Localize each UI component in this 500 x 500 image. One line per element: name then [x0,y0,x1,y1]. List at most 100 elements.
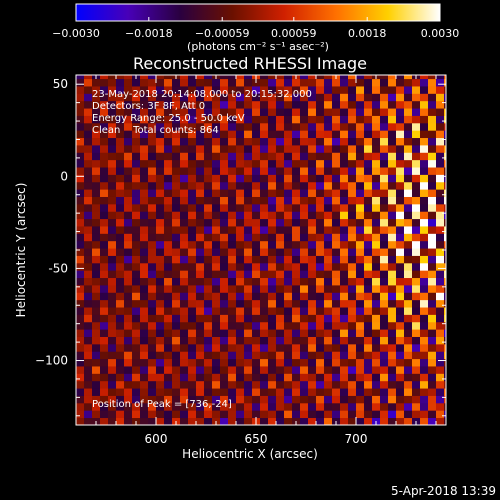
heatmap-cell [236,100,245,109]
heatmap-cell [428,86,437,94]
heatmap-cell [268,410,277,419]
heatmap-cell [396,100,405,109]
heatmap-cell [196,93,205,102]
heatmap-cell [212,366,221,374]
heatmap-cell [316,262,325,271]
heatmap-cell [412,395,421,404]
heatmap-cell [388,366,397,374]
heatmap-cell [420,277,429,286]
heatmap-cell [196,115,205,124]
heatmap-cell [260,270,269,279]
heatmap-cell [204,159,213,168]
heatmap-cell [284,395,293,404]
colorbar-tick-label: 0.0018 [348,27,387,40]
heatmap-cell [228,277,237,286]
heatmap-cell [276,115,285,124]
heatmap-cell [196,137,205,146]
heatmap-cell [308,226,317,234]
heatmap-cell [244,152,253,161]
heatmap-cell [228,417,237,425]
heatmap-cell [84,417,93,425]
heatmap-cell [212,203,221,212]
heatmap-cell [92,321,101,330]
heatmap-cell [132,299,141,308]
heatmap-cell [108,218,117,227]
heatmap-cell [372,167,381,175]
heatmap-cell [300,314,309,323]
heatmap-cell [156,100,165,109]
heatmap-cell [396,211,405,220]
heatmap-cell [276,130,285,139]
heatmap-cell [284,270,293,279]
x-tick-label: 700 [345,432,368,446]
heatmap-cell [276,218,285,227]
heatmap-cell [428,108,437,116]
heatmap-cell [388,336,397,345]
heatmap-cell [236,285,245,293]
heatmap-cell [84,410,93,419]
heatmap-cell [332,152,341,161]
heatmap-cell [356,211,365,220]
heatmap-cell [148,285,157,293]
heatmap-cell [228,321,237,330]
heatmap-cell [340,395,349,404]
heatmap-cell [324,137,333,146]
heatmap-cell [444,366,446,374]
heatmap-cell [212,122,221,131]
heatmap-cell [76,270,85,279]
heatmap-cell [356,292,365,301]
heatmap-cell [236,75,245,80]
heatmap-cell [308,115,317,124]
heatmap-cell [140,211,149,220]
heatmap-cell [196,366,205,374]
heatmap-cell [188,343,197,352]
heatmap-cell [108,159,117,168]
heatmap-cell [284,351,293,360]
heatmap-cell [196,100,205,109]
heatmap-cell [116,329,125,337]
heatmap-cell [100,218,109,227]
heatmap-cell [196,351,205,360]
heatmap-cell [404,86,413,94]
heatmap-cell [444,277,446,286]
heatmap-cell [148,189,157,197]
heatmap-cell [84,196,93,205]
heatmap-cell [252,130,261,139]
heatmap-cell [252,262,261,271]
heatmap-cell [92,233,101,242]
heatmap-cell [356,321,365,330]
heatmap-cell [444,218,446,227]
heatmap-cell [396,152,405,161]
heatmap-cell [164,233,173,242]
heatmap-cell [348,248,357,256]
heatmap-cell [372,299,381,308]
heatmap-cell [132,174,141,183]
heatmap-cell [140,93,149,102]
heatmap-cell [268,270,277,279]
heatmap-cell [372,255,381,264]
heatmap-cell [300,262,309,271]
heatmap-cell [444,299,446,308]
heatmap-cell [372,292,381,301]
heatmap-cell [276,366,285,374]
heatmap-cell [228,351,237,360]
heatmap-cell [140,343,149,352]
heatmap-cell [228,373,237,382]
heatmap-cell [380,307,389,315]
heatmap-cell [388,233,397,242]
heatmap-cell [84,402,93,411]
heatmap-cell [124,159,133,168]
heatmap-cell [164,130,173,139]
heatmap-cell [172,211,181,220]
heatmap-cell [372,196,381,205]
heatmap-cell [156,203,165,212]
heatmap-cell [372,321,381,330]
heatmap-cell [244,255,253,264]
heatmap-cell [268,196,277,205]
heatmap-cell [428,196,437,205]
heatmap-cell [332,395,341,404]
heatmap-cell [292,299,301,308]
heatmap-cell [332,321,341,330]
heatmap-cell [148,277,157,286]
heatmap-cell [100,86,109,94]
